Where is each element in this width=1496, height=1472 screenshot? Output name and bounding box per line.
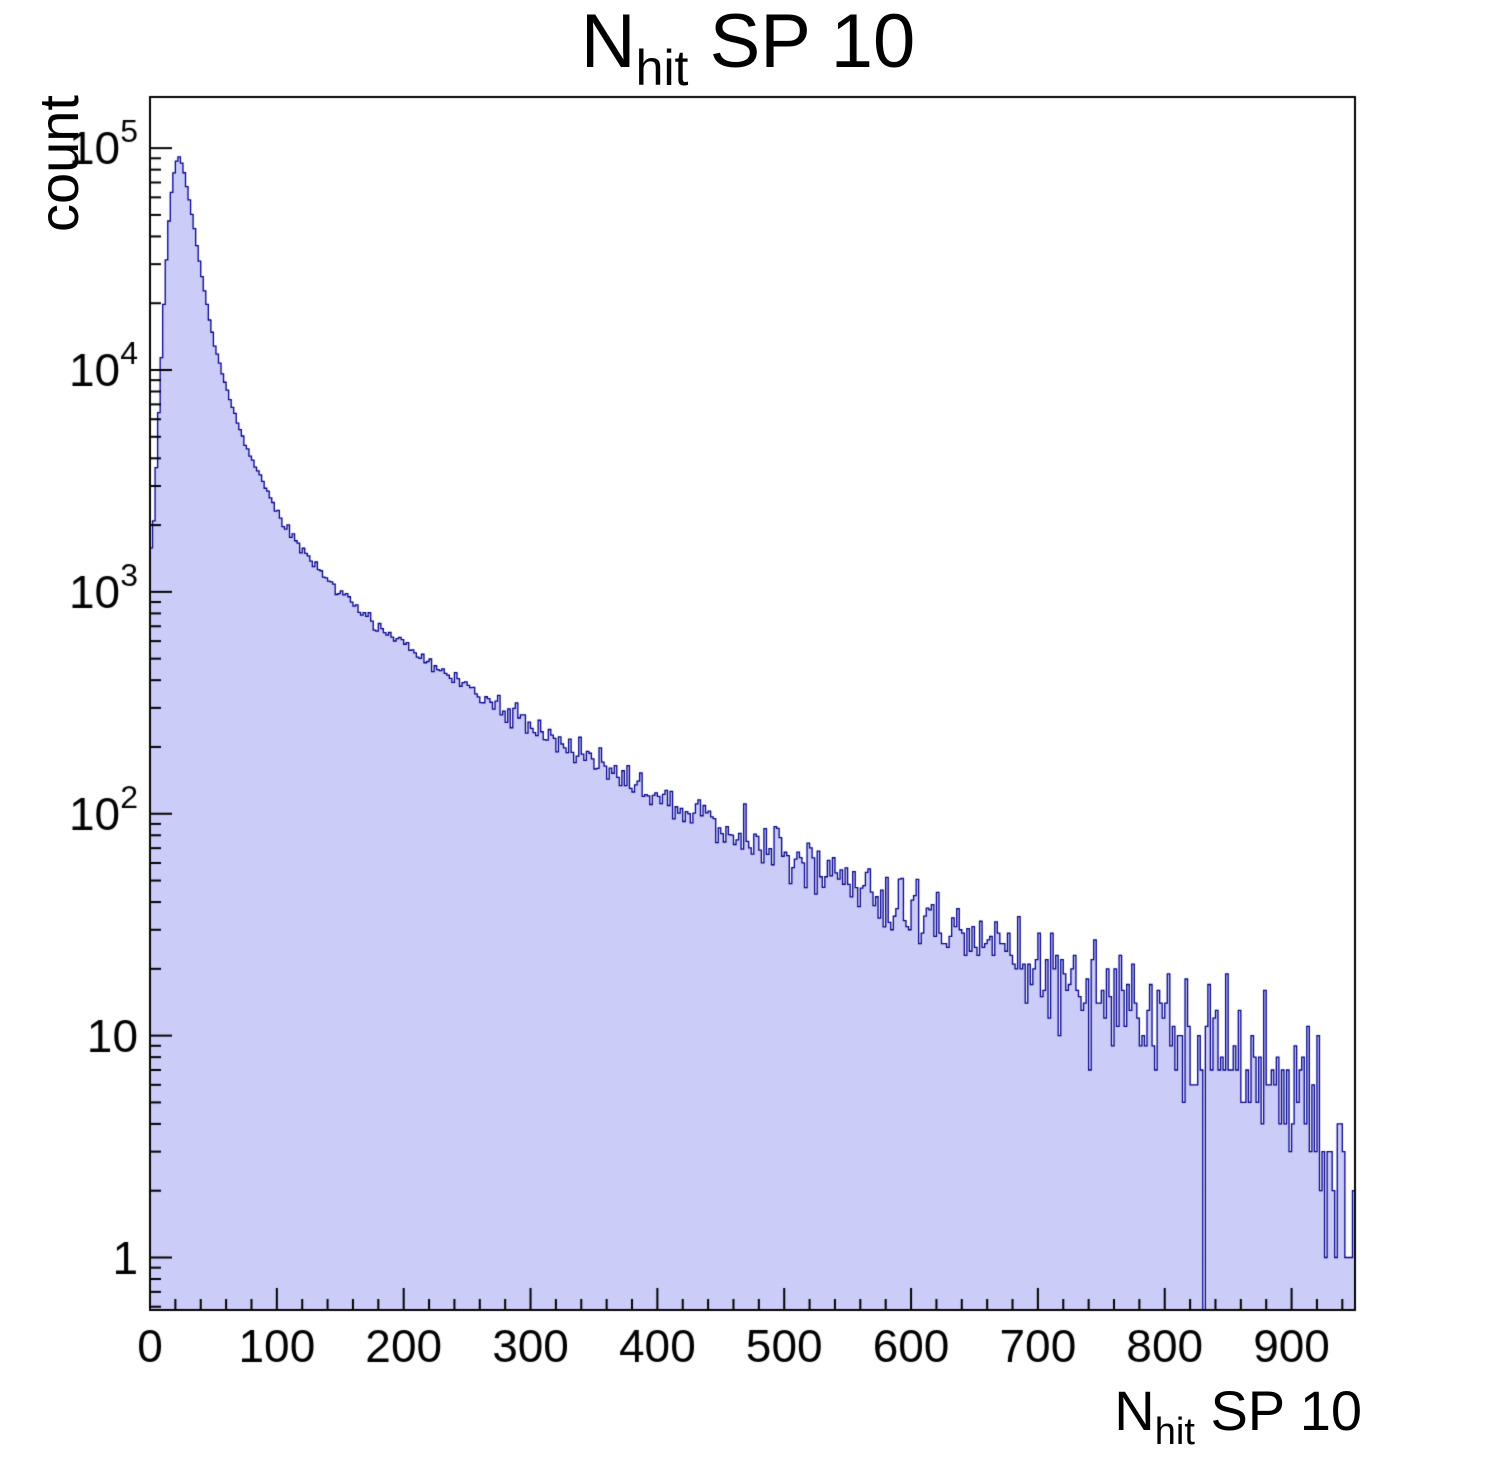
x-axis-title-sub: hit	[1154, 1411, 1195, 1453]
y-axis-title-text: count	[27, 95, 90, 232]
chart-title-rest: SP 10	[688, 0, 916, 84]
x-axis-title-rest: SP 10	[1194, 1379, 1362, 1442]
x-axis-title: Nhit SP 10	[1114, 1378, 1362, 1454]
chart-title-sub: hit	[635, 40, 689, 96]
x-axis-title-main: N	[1114, 1379, 1155, 1442]
chart-title-main: N	[580, 0, 636, 84]
y-axis-title: count	[26, 95, 91, 232]
chart-title: Nhit SP 10	[0, 2, 1496, 95]
